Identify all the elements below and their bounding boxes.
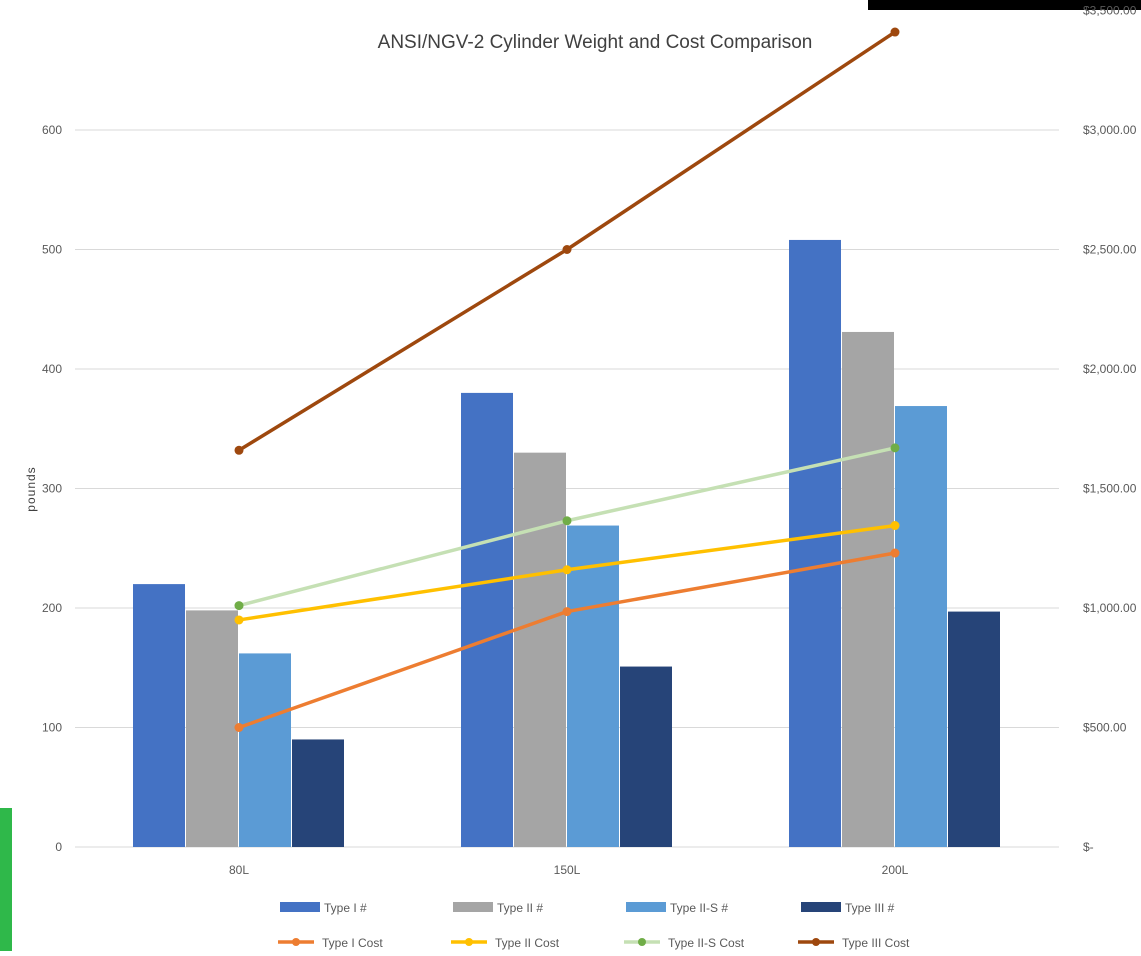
line-point xyxy=(234,723,244,732)
legend-marker xyxy=(465,938,473,946)
legend-marker xyxy=(638,938,646,946)
legend-swatch xyxy=(801,902,841,912)
legend-label: Type I # xyxy=(324,901,367,915)
line-point xyxy=(234,615,244,625)
y-tick-label: 500 xyxy=(42,243,62,257)
chart-title: ANSI/NGV-2 Cylinder Weight and Cost Comp… xyxy=(378,32,813,53)
bar xyxy=(186,610,238,847)
line-point xyxy=(562,607,572,617)
bar xyxy=(239,653,291,847)
combo-chart: ANSI/NGV-2 Cylinder Weight and Cost Comp… xyxy=(24,4,1137,951)
y-tick-label: 400 xyxy=(42,362,62,376)
bar xyxy=(620,666,672,847)
line-series xyxy=(234,27,900,732)
legend-label: Type I Cost xyxy=(322,936,383,950)
line-point xyxy=(562,516,572,526)
x-tick-label: 200L xyxy=(882,863,909,877)
line-point xyxy=(234,601,244,611)
y2-tick-label: $1,500.00 xyxy=(1083,482,1137,496)
y2-tick-label: $2,000.00 xyxy=(1083,362,1137,376)
left-green-strip xyxy=(0,808,12,951)
top-right-black-bar xyxy=(868,0,1141,10)
bar xyxy=(842,331,894,848)
bar xyxy=(789,239,841,847)
legend-label: Type II-S # xyxy=(670,901,728,915)
y-axis-label: pounds xyxy=(24,466,38,511)
bar xyxy=(567,525,619,847)
y-tick-label: 300 xyxy=(42,482,62,496)
line-point xyxy=(234,445,244,455)
bar xyxy=(292,739,344,847)
chart-area: ANSI/NGV-2 Cylinder Weight and Cost Comp… xyxy=(12,0,1141,951)
bar xyxy=(514,452,566,847)
y2-tick-label: $1,000.00 xyxy=(1083,601,1137,615)
line-point xyxy=(890,443,900,453)
legend-swatch xyxy=(453,902,493,912)
legend-marker xyxy=(292,938,300,946)
y2-tick-label: $2,500.00 xyxy=(1083,243,1137,257)
x-tick-label: 80L xyxy=(229,863,249,877)
x-tick-label: 150L xyxy=(554,863,581,877)
y2-tick-label: $- xyxy=(1083,840,1094,854)
line-point xyxy=(562,245,572,254)
legend-label: Type III Cost xyxy=(842,936,910,950)
legend-label: Type II # xyxy=(497,901,543,915)
y-tick-label: 200 xyxy=(42,601,62,615)
legend-label: Type II-S Cost xyxy=(668,936,745,950)
y-tick-label: 100 xyxy=(42,721,62,735)
y2-tick-label: $500.00 xyxy=(1083,721,1127,735)
bar xyxy=(461,392,513,847)
bar xyxy=(895,406,947,847)
bar-series xyxy=(133,239,1000,848)
legend-swatch xyxy=(626,902,666,912)
line-point xyxy=(890,548,900,558)
line-point xyxy=(890,27,900,37)
y-tick-label: 0 xyxy=(55,840,62,854)
bar xyxy=(133,584,185,847)
legend-label: Type II Cost xyxy=(495,936,560,950)
legend-marker xyxy=(812,938,820,946)
y-tick-label: 600 xyxy=(42,123,62,137)
y2-tick-label: $3,000.00 xyxy=(1083,123,1137,137)
line-point xyxy=(562,565,572,575)
legend: Type I # Type II # Type II-S # Type III # Ty… xyxy=(278,901,910,950)
line-point xyxy=(890,521,900,531)
axes: 0 100 200 300 400 500 600 $- $500.00 $1,000.00 $1,… xyxy=(42,4,1137,878)
y2-tick-label: $3,500.00 xyxy=(1083,4,1137,18)
legend-swatch xyxy=(280,902,320,912)
legend-label: Type III # xyxy=(845,901,895,915)
bar xyxy=(948,611,1000,847)
